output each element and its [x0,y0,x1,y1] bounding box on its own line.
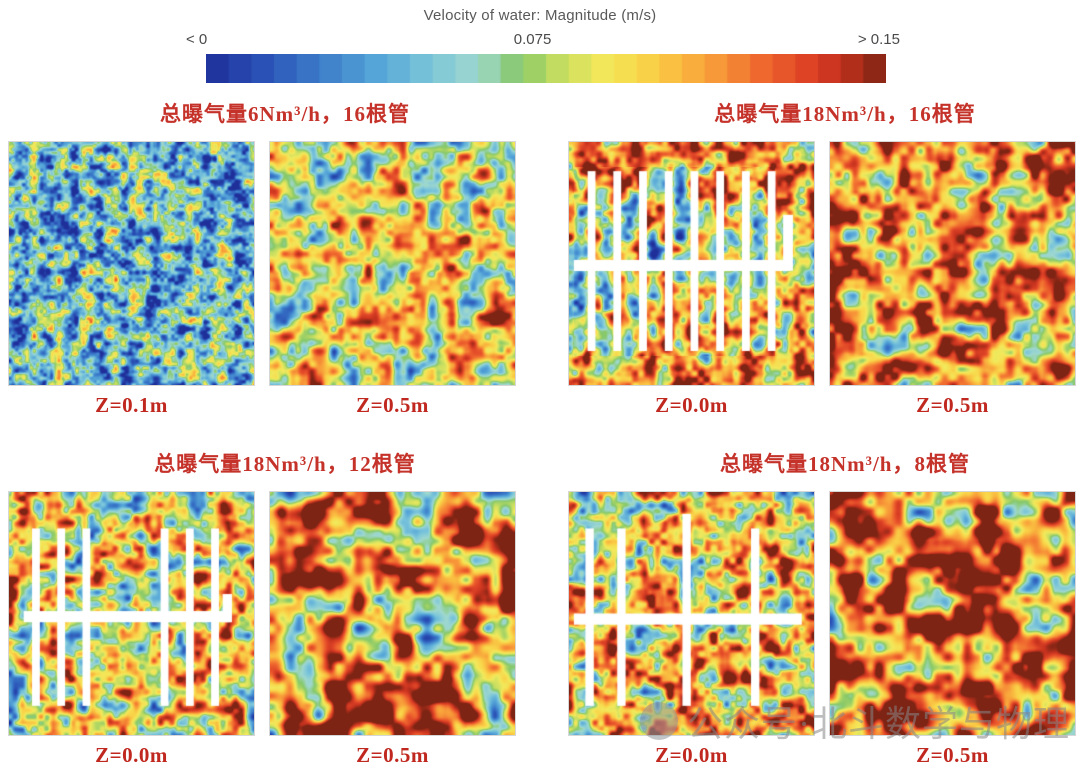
case-title: 总曝气量6Nm³/h，16根管 [160,102,410,126]
heatmap-panel: Z=0.0m [8,491,255,765]
heatmap-panel: Z=0.0m [568,141,815,418]
case-group-18nm3h-8tubes: 总曝气量18Nm³/h，8根管 Z=0.0m Z=0.5m [568,448,1076,765]
z-label: Z=0.5m [356,393,429,417]
z-label: Z=0.5m [916,393,989,417]
heatmap-panel: Z=0.5m [829,491,1076,765]
panel-row: Z=0.0m Z=0.5m [568,491,1076,765]
heatmap-canvas-g2-z0p5 [829,141,1076,386]
colorbar-min-label: < 0 [186,31,208,48]
z-label: Z=0.5m [356,743,429,765]
case-group-18nm3h-16tubes: 总曝气量18Nm³/h，16根管 Z=0.0m Z=0.5m [568,98,1076,418]
z-label: Z=0.5m [916,743,989,765]
heatmap-canvas-g4-z0p0 [568,491,815,736]
colorbar-tick-labels: < 0 0.075 > 0.15 [186,31,900,48]
case-title: 总曝气量18Nm³/h，8根管 [720,452,970,476]
panel-row: Z=0.0m Z=0.5m [568,141,1076,418]
panel-row: Z=0.0m Z=0.5m [8,491,516,765]
colorbar-max-label: > 0.15 [857,31,900,48]
heatmap-canvas-g1-z0p5 [269,141,516,386]
heatmap-canvas-g4-z0p5 [829,491,1076,736]
colorbar-gradient [206,54,886,83]
heatmap-panel: Z=0.0m [568,491,815,765]
heatmap-canvas-g3-z0p5 [269,491,516,736]
case-group-18nm3h-12tubes: 总曝气量18Nm³/h，12根管 Z=0.0m Z=0.5m [8,448,516,765]
case-title: 总曝气量18Nm³/h，12根管 [154,452,416,476]
heatmap-panel: Z=0.1m [8,141,255,418]
heatmap-panel: Z=0.5m [269,141,516,418]
heatmap-panel: Z=0.5m [269,491,516,765]
heatmap-panel: Z=0.5m [829,141,1076,418]
colorbar-mid-label: 0.075 [513,31,552,48]
z-label: Z=0.0m [655,393,728,417]
heatmap-canvas-g1-z0p1 [8,141,255,386]
case-title: 总曝气量18Nm³/h，16根管 [714,102,976,126]
panel-row: Z=0.1m Z=0.5m [8,141,516,418]
z-label: Z=0.0m [95,743,168,765]
z-label: Z=0.1m [95,393,168,417]
heatmap-canvas-g2-z0p0 [568,141,815,386]
heatmap-canvas-g3-z0p0 [8,491,255,736]
z-label: Z=0.0m [655,743,728,765]
colorbar-title: Velocity of water: Magnitude (m/s) [423,7,657,24]
case-group-6nm3h-16tubes: 总曝气量6Nm³/h，16根管 Z=0.1m Z=0.5m [8,98,516,418]
